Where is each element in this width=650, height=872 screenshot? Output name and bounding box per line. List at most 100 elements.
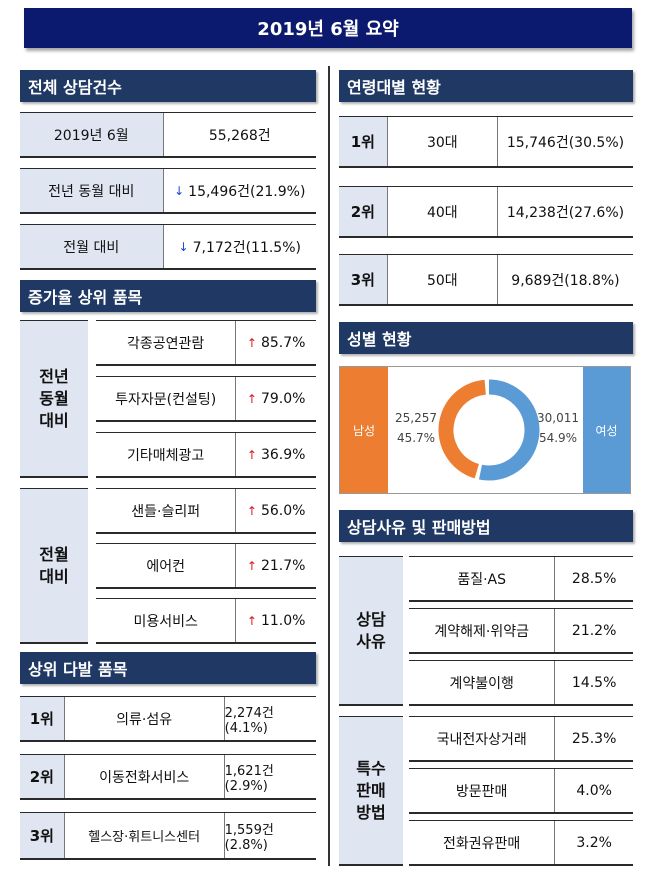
growth-item-value: 79.0%: [260, 390, 306, 407]
female-stats: 30,011 54.9%: [532, 408, 584, 448]
label-line: 특수: [356, 758, 386, 778]
growth-item: 샌들·슬리퍼 ↑ 56.0%: [96, 488, 316, 534]
frequent-rank: 3위: [20, 813, 64, 858]
frequent-name: 헬스장·휘트니스센터: [63, 813, 224, 858]
column-divider: [328, 66, 330, 866]
age-row: 2위 40대 14,238건(27.6%): [339, 186, 633, 238]
reason-item-value: 21.2%: [554, 609, 633, 652]
method-item-name: 국내전자상거래: [436, 731, 527, 748]
total-row-value: 15,496건(21.9%): [188, 183, 306, 200]
total-row-yoy: 전년 동월 대비 ↓ 15,496건(21.9%): [20, 168, 316, 214]
method-item: 방문판매 4.0%: [409, 768, 633, 814]
frequent-name: 이동전화서비스: [63, 755, 224, 798]
reason-item-value: 28.5%: [554, 557, 633, 600]
label-line: 상담: [356, 609, 386, 629]
growth-item-value: 36.9%: [260, 446, 306, 463]
female-pct: 54.9%: [538, 431, 578, 445]
label-line: 사유: [356, 631, 386, 651]
male-pct: 45.7%: [396, 431, 436, 445]
method-item-name: 전화권유판매: [443, 835, 521, 852]
gender-section-header: 성별 현황: [339, 322, 633, 354]
method-item-value: 25.3%: [554, 717, 633, 760]
total-row-value: 7,172건(11.5%): [192, 239, 301, 256]
growth-item: 각종공연관람 ↑ 85.7%: [96, 320, 316, 366]
total-row-label: 전년 동월 대비: [20, 169, 163, 212]
frequent-value: 1,621건(2.9%): [223, 755, 316, 798]
total-row-value-wrap: ↓ 7,172건(11.5%): [162, 225, 316, 268]
growth-item-value: 11.0%: [260, 612, 306, 629]
male-count: 25,257: [395, 411, 437, 425]
reason-item-value: 14.5%: [554, 661, 633, 704]
reason-item-name: 품질·AS: [457, 571, 507, 588]
arrow-up-icon: ↑: [246, 335, 257, 350]
frequent-rank: 2위: [20, 755, 64, 798]
age-rank: 1위: [339, 117, 387, 166]
growth-item-name: 미용서비스: [133, 613, 198, 630]
age-section-header: 연령대별 현황: [339, 70, 633, 102]
female-label: 여성: [583, 367, 630, 493]
frequent-name: 의류·섬유: [63, 697, 224, 740]
age-value: 14,238건(27.6%): [496, 187, 633, 236]
age-group: 40대: [386, 187, 497, 236]
total-row-label: 전월 대비: [20, 225, 163, 268]
label-line: 판매: [356, 780, 386, 800]
arrow-up-icon: ↑: [246, 558, 257, 573]
label-line: 대비: [39, 410, 69, 430]
female-donut-segment: [438, 379, 540, 481]
method-item-value: 3.2%: [554, 821, 633, 864]
age-value: 9,689건(18.8%): [496, 255, 633, 304]
gender-donut-chart: [438, 379, 540, 481]
arrow-down-icon: ↓: [174, 183, 185, 198]
frequent-row: 1위 의류·섬유 2,274건(4.1%): [20, 696, 316, 742]
growth-item-value: 85.7%: [260, 334, 306, 351]
method-group-label: 특수 판매 방법: [339, 716, 403, 866]
growth-item-value: 21.7%: [260, 557, 306, 574]
growth-item-name: 투자자문(컨설팅): [115, 391, 217, 408]
growth-item: 미용서비스 ↑ 11.0%: [96, 598, 316, 644]
label-line: 대비: [39, 566, 69, 586]
growth-item: 투자자문(컨설팅) ↑ 79.0%: [96, 376, 316, 422]
reason-item: 계약해제·위약금 21.2%: [409, 608, 633, 654]
growth-item: 에어컨 ↑ 21.7%: [96, 543, 316, 589]
male-stats: 25,257 45.7%: [390, 408, 442, 448]
label-line: 방법: [356, 802, 386, 822]
frequent-row: 2위 이동전화서비스 1,621건(2.9%): [20, 754, 316, 800]
total-row-mom: 전월 대비 ↓ 7,172건(11.5%): [20, 224, 316, 270]
growth-item-name: 에어컨: [146, 558, 185, 575]
arrow-up-icon: ↑: [246, 613, 257, 628]
label-line: 동월: [39, 388, 69, 408]
method-item-value: 4.0%: [554, 769, 633, 812]
frequent-value: 2,274건(4.1%): [223, 697, 316, 740]
total-row-value: 55,268건: [162, 113, 316, 156]
growth-section-header: 증가율 상위 품목: [20, 280, 316, 312]
method-item: 국내전자상거래 25.3%: [409, 716, 633, 762]
age-rank: 3위: [339, 255, 387, 304]
frequent-value: 1,559건(2.8%): [223, 813, 316, 858]
reasons-section-header: 상담사유 및 판매방법: [339, 510, 633, 542]
label-line: 전년: [39, 366, 69, 386]
arrow-down-icon: ↓: [178, 239, 189, 254]
reasons-group-label: 상담 사유: [339, 556, 403, 706]
arrow-up-icon: ↑: [246, 391, 257, 406]
age-group: 50대: [386, 255, 497, 304]
growth-group-label-yoy: 전년 동월 대비: [20, 320, 88, 478]
male-label: 남성: [340, 367, 388, 493]
total-row-value-wrap: ↓ 15,496건(21.9%): [162, 169, 316, 212]
age-rank: 2위: [339, 187, 387, 236]
page-title: 2019년 6월 요약: [24, 8, 632, 48]
age-row: 3위 50대 9,689건(18.8%): [339, 254, 633, 306]
reason-item: 품질·AS 28.5%: [409, 556, 633, 602]
method-item: 전화권유판매 3.2%: [409, 820, 633, 866]
reason-item: 계약불이행 14.5%: [409, 660, 633, 706]
total-section-header: 전체 상담건수: [20, 70, 316, 102]
growth-group-label-mom: 전월 대비: [20, 488, 88, 644]
age-group: 30대: [386, 117, 497, 166]
arrow-up-icon: ↑: [246, 503, 257, 518]
female-count: 30,011: [537, 411, 579, 425]
age-row: 1위 30대 15,746건(30.5%): [339, 116, 633, 168]
frequent-section-header: 상위 다발 품목: [20, 652, 316, 684]
frequent-rank: 1위: [20, 697, 64, 740]
growth-item-name: 기타매체광고: [127, 447, 205, 464]
growth-item-name: 샌들·슬리퍼: [131, 503, 201, 520]
total-row-month: 2019년 6월 55,268건: [20, 112, 316, 158]
